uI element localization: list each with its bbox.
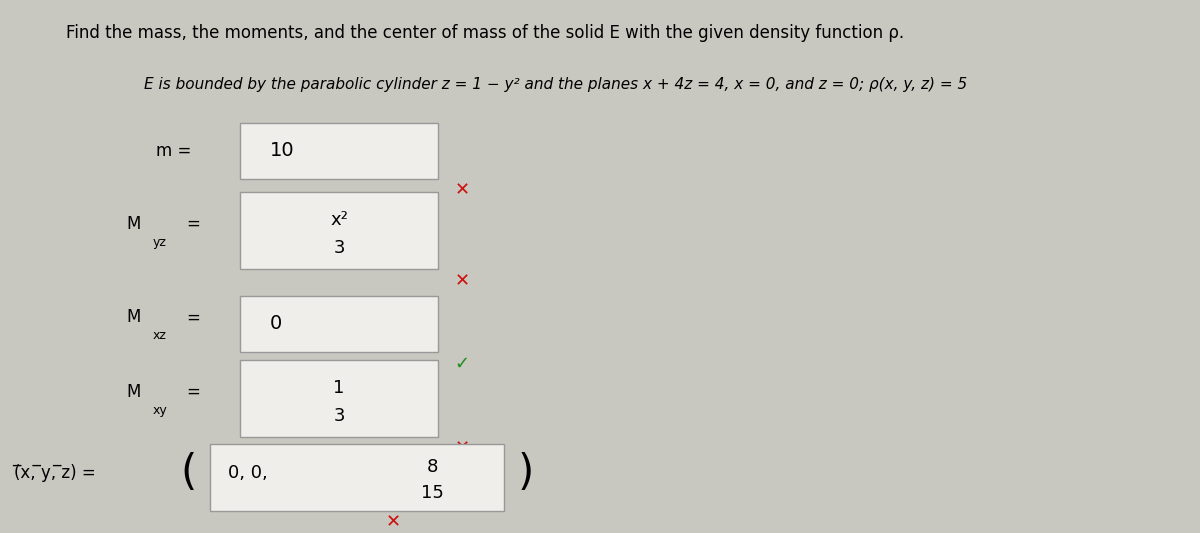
- Text: 3: 3: [334, 239, 344, 257]
- Text: =: =: [186, 383, 200, 401]
- Text: ): ): [517, 452, 534, 494]
- Text: m =: m =: [156, 142, 191, 159]
- Text: E is bounded by the parabolic cylinder z = 1 − y² and the planes x + 4z = 4, x =: E is bounded by the parabolic cylinder z…: [144, 77, 967, 92]
- Text: 0, 0,: 0, 0,: [228, 464, 268, 482]
- Text: 3: 3: [334, 407, 344, 425]
- Text: ✕: ✕: [455, 440, 469, 458]
- Text: ✕: ✕: [455, 272, 469, 290]
- Text: ✕: ✕: [385, 513, 401, 531]
- Text: yz: yz: [152, 236, 167, 249]
- Text: 0: 0: [270, 314, 282, 333]
- FancyBboxPatch shape: [210, 444, 504, 511]
- Text: (̅x, ̅y, ̅z) =: (̅x, ̅y, ̅z) =: [14, 464, 96, 482]
- Text: 1: 1: [334, 379, 344, 398]
- Text: x²: x²: [330, 212, 348, 230]
- Text: =: =: [186, 309, 200, 326]
- FancyBboxPatch shape: [240, 296, 438, 352]
- Text: ✓: ✓: [455, 354, 469, 373]
- Text: M: M: [126, 215, 140, 233]
- Text: M: M: [126, 309, 140, 326]
- FancyBboxPatch shape: [240, 192, 438, 269]
- Text: Find the mass, the moments, and the center of mass of the solid E with the given: Find the mass, the moments, and the cent…: [66, 24, 904, 42]
- FancyBboxPatch shape: [240, 123, 438, 179]
- Text: M: M: [126, 383, 140, 401]
- Text: xy: xy: [152, 403, 167, 417]
- Text: 10: 10: [270, 141, 294, 160]
- Text: =: =: [186, 215, 200, 233]
- Text: 15: 15: [420, 483, 444, 502]
- Text: ✕: ✕: [455, 181, 469, 199]
- FancyBboxPatch shape: [240, 360, 438, 437]
- Text: 8: 8: [426, 458, 438, 477]
- Text: xz: xz: [152, 329, 167, 342]
- Text: (: (: [180, 452, 197, 494]
